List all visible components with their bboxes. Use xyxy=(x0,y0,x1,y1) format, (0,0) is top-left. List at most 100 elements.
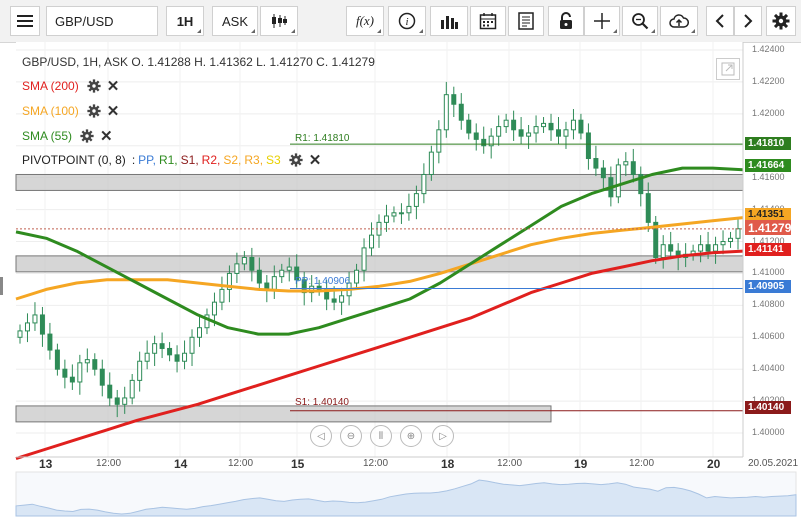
gear-icon[interactable] xyxy=(80,129,94,143)
candle-body xyxy=(279,269,285,278)
r1-price-tag: 1.41810 xyxy=(745,137,791,150)
scroll-right-button[interactable] xyxy=(734,6,762,36)
news-button[interactable] xyxy=(508,6,544,36)
scroll-left-button[interactable] xyxy=(706,6,734,36)
symbol-input[interactable] xyxy=(46,6,158,36)
document-icon xyxy=(518,12,534,30)
candle-body xyxy=(92,359,98,370)
x-tick-label: 14 xyxy=(174,457,188,471)
left-resize-handle[interactable] xyxy=(0,277,3,295)
close-icon[interactable]: ✕ xyxy=(106,78,120,95)
candle-body xyxy=(47,333,53,351)
candle-body xyxy=(443,94,449,131)
chart-type-button[interactable] xyxy=(260,6,298,36)
sma100-line xyxy=(15,216,744,301)
pan-left-button[interactable]: ◁ xyxy=(310,425,332,447)
gear-icon xyxy=(772,12,790,30)
candle-body xyxy=(189,336,195,354)
pivot-s1: S1, xyxy=(180,153,199,167)
pivot-lines xyxy=(16,143,743,412)
candle-body xyxy=(301,279,307,294)
r1-line-label: R1: 1.41810 xyxy=(295,133,350,144)
close-icon[interactable]: ✕ xyxy=(106,103,120,120)
zoom-button[interactable] xyxy=(622,6,658,36)
candle-body xyxy=(556,129,561,137)
y-tick-label: 1.42000 xyxy=(752,107,785,118)
y-tick-label: 1.41000 xyxy=(752,267,785,278)
lock-button[interactable] xyxy=(548,6,584,36)
volume-button[interactable] xyxy=(430,6,468,36)
calendar-button[interactable] xyxy=(470,6,506,36)
chevron-left-icon: ◁ xyxy=(317,430,325,442)
zoom-in-button[interactable]: ⊕ xyxy=(400,425,422,447)
crosshair-button[interactable] xyxy=(584,6,620,36)
candle-body xyxy=(197,327,202,338)
candle-body xyxy=(114,397,120,405)
x-tick-label: 12:00 xyxy=(96,458,122,469)
sma100-legend: SMA (100) ✕ xyxy=(22,101,119,121)
candle-body xyxy=(182,352,188,362)
candle-body xyxy=(488,135,494,147)
timeframe-select[interactable]: 1H xyxy=(166,6,204,36)
zoom-icon xyxy=(632,13,649,30)
settings-button[interactable] xyxy=(766,6,796,36)
sma200-price-tag: 1.41141 xyxy=(745,243,791,256)
candle-body xyxy=(99,368,105,386)
pivot-pp: PP, xyxy=(138,153,156,167)
y-tick-label: 1.40200 xyxy=(752,395,785,405)
candle-body xyxy=(735,228,741,239)
pivot-r3: R3, xyxy=(244,153,264,167)
y-tick-label: 1.40400 xyxy=(752,363,785,374)
zoom-in-icon: ⊕ xyxy=(406,430,416,442)
sma55-legend: SMA (55) ✕ xyxy=(22,126,113,146)
info-button[interactable]: i xyxy=(388,6,426,36)
candle-body xyxy=(174,354,180,362)
sma200-legend: SMA (200) ✕ xyxy=(22,76,119,96)
toolbar: 1H ASK f(x) i xyxy=(0,0,801,43)
candle-body xyxy=(548,122,554,131)
candle-body xyxy=(144,352,150,362)
calendar-icon xyxy=(479,13,497,30)
candle-body xyxy=(226,272,232,290)
candle-body xyxy=(660,244,666,258)
sma55-price-tag: 1.41664 xyxy=(745,159,791,172)
close-icon[interactable]: ✕ xyxy=(100,128,113,145)
pivot-legend: PIVOTPOINT (0, 8) : PP, R1, S1, R2, S2, … xyxy=(22,150,321,170)
navigator-series xyxy=(15,479,797,517)
zoom-out-button[interactable]: ⊖ xyxy=(340,425,362,447)
support-zone xyxy=(15,405,552,423)
candle-body xyxy=(398,212,404,215)
candle-body xyxy=(383,215,389,223)
pan-right-button[interactable]: ▷ xyxy=(432,425,454,447)
price-type-select[interactable]: ASK xyxy=(212,6,258,36)
reset-icon: ⦀ xyxy=(378,430,384,442)
pp-line-label: PP: 1.40906 xyxy=(295,276,351,287)
sma55-line xyxy=(15,166,744,336)
gear-icon[interactable] xyxy=(289,153,303,167)
candle-body xyxy=(294,266,300,281)
navigator-area[interactable] xyxy=(15,471,797,517)
menu-button[interactable] xyxy=(10,6,40,36)
candle-body xyxy=(241,256,247,265)
gear-icon[interactable] xyxy=(87,79,101,93)
cloud-button[interactable] xyxy=(660,6,698,36)
ohlc-legend: GBP/USD, 1H, ASK O. 1.41288 H. 1.41362 L… xyxy=(22,55,375,69)
y-tick-label: 1.40800 xyxy=(752,299,785,310)
candle-body xyxy=(339,295,345,303)
expand-button[interactable] xyxy=(716,58,740,80)
x-tick-label: 12:00 xyxy=(228,458,254,469)
candle-body xyxy=(271,276,277,290)
candle-body xyxy=(54,349,60,370)
pivot-r2: R2, xyxy=(201,153,221,167)
candle-body xyxy=(159,343,165,349)
gear-icon[interactable] xyxy=(87,104,101,118)
candle-body xyxy=(698,244,704,252)
indicators-button[interactable]: f(x) xyxy=(346,6,384,36)
price-chart[interactable] xyxy=(0,42,801,526)
close-icon[interactable]: ✕ xyxy=(308,152,322,169)
candle-body xyxy=(428,151,434,175)
bar-chart-icon xyxy=(441,16,458,29)
reset-button[interactable]: ⦀ xyxy=(370,425,392,447)
x-tick-label: 13 xyxy=(39,457,53,471)
y-tick-label: 1.41600 xyxy=(752,171,785,182)
